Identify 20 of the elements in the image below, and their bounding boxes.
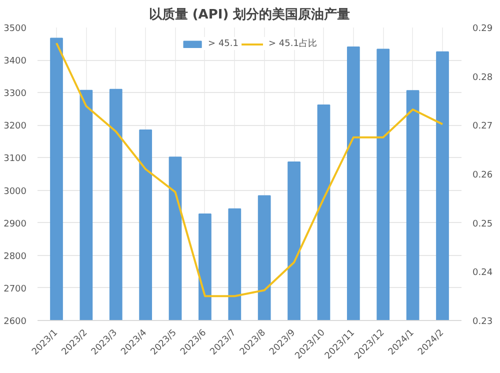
y2-tick-label: 0.24 bbox=[472, 268, 493, 278]
y-tick-label: 3200 bbox=[4, 122, 27, 132]
y2-tick-label: 0.23 bbox=[472, 317, 493, 327]
y-tick-label: 3500 bbox=[4, 24, 27, 34]
y-tick-label: 2600 bbox=[4, 317, 27, 327]
y-tick-label: 2800 bbox=[4, 252, 27, 262]
y-tick-label: 3000 bbox=[4, 186, 27, 197]
y2-tick-label: 0.26 bbox=[472, 170, 493, 180]
y2-tick-label: 0.29 bbox=[472, 24, 493, 34]
y2-tick-label: 0.27 bbox=[472, 122, 493, 132]
y-tick-label: 3300 bbox=[4, 89, 27, 100]
legend-label: > 45.1占比 bbox=[268, 38, 317, 50]
legend-label: > 45.1 bbox=[208, 38, 238, 48]
y-tick-label: 2700 bbox=[4, 284, 27, 294]
y2-tick-label: 0.25 bbox=[472, 219, 493, 230]
y-tick-label: 2900 bbox=[4, 219, 27, 230]
y2-tick-label: 0.28 bbox=[472, 72, 493, 83]
y-tick-label: 3400 bbox=[4, 56, 27, 67]
chart-title: 以质量 (API) 划分的美国原油产量 bbox=[148, 6, 350, 22]
y-tick-label: 3100 bbox=[4, 154, 27, 164]
